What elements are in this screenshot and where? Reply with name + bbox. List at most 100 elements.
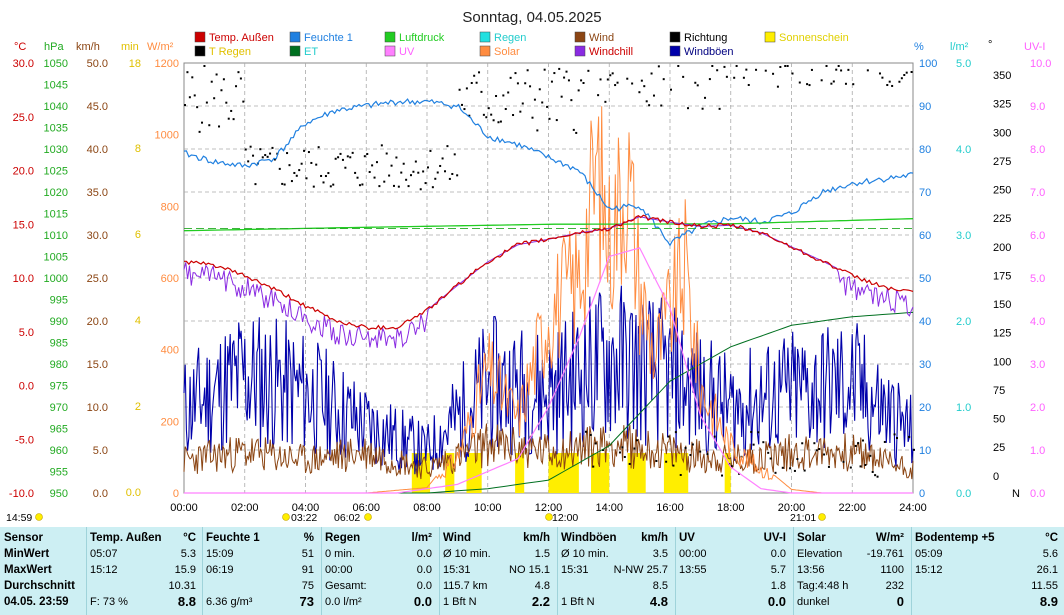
wind-axis-tick: 10.0 (87, 402, 108, 414)
row-right-value: 15.9 (174, 564, 196, 576)
direction-dot (784, 65, 787, 67)
direction-dot (349, 156, 352, 159)
row-right-value: 0.0 (416, 548, 432, 560)
column-row: 15:12 15.9 (86, 562, 202, 578)
row-left-value: Ø 10 min. (443, 548, 491, 560)
direction-dot (184, 104, 186, 107)
direction-dot (776, 85, 779, 88)
pressure-axis-tick: 950 (50, 488, 68, 500)
column-header: Temp. Außen °C (86, 530, 202, 546)
column-separator (557, 527, 558, 615)
column-row: 00:00 0.0 (321, 562, 438, 578)
column-row: Ø 10 min. 3.5 (557, 546, 674, 562)
direction-dot (431, 186, 434, 189)
direction-dot (543, 68, 546, 71)
sunshine-bar (724, 453, 731, 493)
pressure-axis-tick: 1030 (44, 144, 68, 156)
direction-dot (485, 116, 488, 119)
direction-dot (456, 174, 459, 177)
wind-series-line (183, 423, 914, 480)
direction-dot (849, 466, 852, 469)
direction-dot (679, 473, 682, 476)
direction-dot (806, 83, 809, 86)
row-left-value: 15:09 (206, 548, 234, 560)
direction-dot (242, 100, 245, 103)
legend-swatch (479, 31, 491, 43)
wind-axis-tick: 40.0 (87, 144, 108, 156)
direction-axis-tick: 25 (993, 442, 1005, 454)
humidity-column: Feuchte 1% 15:09 51 06:19 91 75 6.36 g/m³ 73 (202, 527, 320, 615)
pressure-axis-tick: 1025 (44, 166, 68, 178)
row-label-text: Sensor (4, 532, 43, 544)
direction-dot (594, 442, 597, 445)
column-row: 8.9 (911, 594, 1064, 610)
direction-dot (730, 465, 733, 468)
temp-axis-tick: 5.0 (19, 327, 34, 339)
direction-dot (329, 185, 332, 188)
row-left-value: 115.7 km (443, 580, 488, 592)
pressure-axis-tick: 980 (50, 359, 68, 371)
direction-dot (422, 170, 425, 173)
row-right-value: 232 (885, 580, 904, 592)
direction-dot (774, 471, 777, 474)
direction-dot (504, 108, 507, 111)
soil-temp-column: Bodentemp +5 °C 05:09 5.6 15:12 26.1 11.55 8.9 (911, 527, 1064, 615)
direction-dot (244, 148, 247, 151)
uv-axis-tick: 3.0 (1030, 359, 1045, 371)
wind-axis-tick: 45.0 (87, 101, 108, 113)
direction-dot (696, 84, 699, 87)
direction-dot (570, 99, 573, 102)
direction-dot (769, 457, 772, 460)
direction-dot (247, 160, 250, 163)
x-axis-tick: 00:00 (170, 502, 198, 514)
humidity-axis-tick: 90 (919, 101, 931, 113)
row-right-value: 0.0 (767, 594, 786, 609)
pressure-axis-tick: 1035 (44, 123, 68, 135)
direction-dot (798, 81, 801, 84)
rain-axis-tick: 5.0 (956, 58, 971, 70)
x-axis-tick: 12:00 (535, 502, 563, 514)
row-left-value: 15:31 (443, 564, 471, 576)
direction-dot (764, 69, 767, 72)
direction-dot (361, 183, 364, 186)
legend-swatch (194, 45, 206, 57)
row-left-value: 06:19 (206, 564, 234, 576)
direction-dot (239, 77, 242, 80)
min-axis-tick: 2 (135, 401, 141, 413)
column-row: 0 min. 0.0 (321, 546, 438, 562)
direction-dot (368, 170, 371, 173)
row-right-value: 73 (299, 594, 314, 609)
humidity-axis-tick: 70 (919, 187, 931, 199)
direction-dot (533, 98, 536, 101)
uv-axis-tick: 2.0 (1030, 402, 1045, 414)
direction-dot (723, 65, 726, 68)
direction-dot (546, 105, 549, 108)
wind-axis-tick: 25.0 (87, 273, 108, 285)
row-label-text: MaxWert (4, 564, 52, 576)
row-left-value: 15:31 (561, 564, 589, 576)
solar-axis-unit: W/m² (147, 41, 174, 53)
row-left-value: 0 min. (325, 548, 355, 560)
x-axis-tick: 24:00 (899, 502, 927, 514)
direction-dot (536, 129, 539, 132)
column-row: Ø 10 min. 1.5 (439, 546, 556, 562)
direction-axis-tick: 325 (993, 99, 1011, 111)
direction-dot (623, 455, 626, 458)
direction-dot (388, 174, 391, 177)
direction-dot (733, 76, 736, 79)
x-axis-tick: 18:00 (717, 502, 745, 514)
direction-dot (254, 183, 257, 186)
direction-dot (332, 183, 335, 186)
direction-dot (351, 151, 354, 154)
direction-dot (640, 79, 643, 82)
sun-time-marker: 21:01 (790, 512, 816, 524)
direction-dot (215, 73, 218, 76)
row-right-value: 10.31 (168, 580, 196, 592)
direction-dot (903, 74, 906, 77)
humidity-axis-tick: 60 (919, 230, 931, 242)
direction-dot (614, 84, 617, 87)
direction-dot (446, 145, 449, 148)
column-row: 10.31 (86, 578, 202, 594)
x-axis-tick: 08:00 (413, 502, 441, 514)
rain-axis-tick: 2.0 (956, 316, 971, 328)
